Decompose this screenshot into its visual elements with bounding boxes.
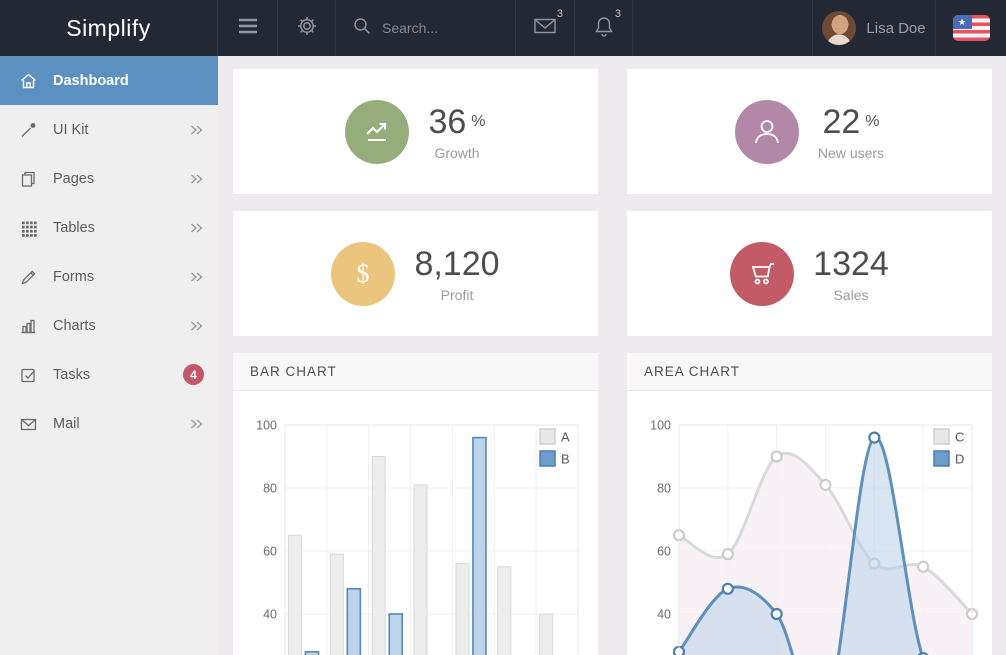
topbar-spacer	[633, 0, 813, 56]
sidebar-item-label: Charts	[53, 317, 96, 334]
flag-star-icon	[952, 15, 972, 29]
notifications-button[interactable]: 3	[575, 0, 633, 56]
home-icon	[19, 72, 39, 90]
area-chart-plot: 40 60 80 100 CD	[650, 419, 979, 655]
sidebar-item-tables[interactable]: Tables	[0, 203, 218, 252]
sidebar-item-label: Pages	[53, 170, 95, 187]
cart-icon-circle	[730, 241, 795, 306]
mail-icon	[533, 16, 557, 41]
svg-text:D: D	[955, 452, 964, 467]
svg-text:60: 60	[657, 545, 671, 559]
trend-up-icon-circle	[345, 99, 410, 164]
search-icon	[352, 16, 372, 41]
stat-value: 8,120	[414, 244, 500, 283]
area-chart-card: AREA CHART 40 60 80 100 C D	[627, 353, 992, 655]
sidebar-item-label: Tables	[53, 219, 95, 236]
svg-text:A: A	[561, 430, 570, 445]
sidebar-item-label: Tasks	[53, 366, 91, 383]
svg-text:C: C	[955, 430, 964, 445]
user-menu[interactable]: Lisa Doe	[813, 0, 936, 56]
stat-label: Growth	[434, 144, 480, 161]
bar-chart-plot: 40 60 80 100 AB	[256, 419, 579, 655]
us-flag-icon	[952, 15, 990, 41]
sidebar-item-label: Forms	[53, 268, 95, 285]
main-content: 36% Growth 22% New users $8,120 Profit 1324 Sal…	[218, 56, 1006, 655]
bar-chart-icon	[19, 317, 39, 335]
stat-card-profit: $8,120 Profit	[233, 211, 598, 336]
svg-text:80: 80	[263, 482, 277, 496]
pages-icon	[19, 170, 39, 188]
gear-icon	[296, 15, 318, 42]
svg-text:80: 80	[657, 482, 671, 496]
sidebar-item-charts[interactable]: Charts	[0, 301, 218, 350]
app-logo: Simplify	[0, 0, 218, 56]
chevron-double-icon	[189, 418, 204, 430]
search-input[interactable]	[382, 20, 500, 36]
sidebar: Dashboard UI Kit Pages Tables Forms Charts Tas…	[0, 56, 218, 655]
bar-chart-title: BAR CHART	[233, 353, 598, 391]
bar-chart-card: BAR CHART 40 60 80 100 A B	[233, 353, 598, 655]
app-logo-text: Simplify	[66, 14, 151, 41]
stat-text: 36% Growth	[428, 103, 485, 161]
stat-value: 1324	[813, 244, 889, 283]
table-icon	[19, 219, 39, 237]
messages-button[interactable]: 3	[516, 0, 575, 56]
sidebar-item-ui-kit[interactable]: UI Kit	[0, 105, 218, 154]
svg-text:B: B	[561, 452, 570, 467]
sidebar-item-label: Dashboard	[53, 72, 129, 89]
tasks-count-badge: 4	[183, 364, 204, 385]
sidebar-item-mail[interactable]: Mail	[0, 399, 218, 448]
notifications-count-badge: 3	[614, 8, 621, 20]
search-box	[336, 0, 516, 56]
hamburger-icon	[237, 17, 259, 40]
bar-chart-body: 40 60 80 100 A B	[233, 391, 598, 655]
stat-value-suffix: %	[471, 112, 486, 130]
chevron-double-icon	[189, 173, 204, 185]
pencil-icon	[19, 268, 39, 286]
svg-text:100: 100	[650, 419, 671, 433]
language-selector[interactable]	[936, 0, 1006, 56]
stat-value: 22	[822, 102, 861, 141]
envelope-icon	[19, 415, 39, 433]
sidebar-item-dashboard[interactable]: Dashboard	[0, 56, 218, 105]
svg-text:40: 40	[657, 608, 671, 622]
stat-label: Profit	[440, 286, 474, 303]
settings-button[interactable]	[278, 0, 336, 56]
dollar-icon-circle: $	[331, 241, 396, 306]
sidebar-item-label: Mail	[53, 415, 80, 432]
area-chart-title: AREA CHART	[627, 353, 992, 391]
bell-icon	[593, 15, 615, 42]
user-name: Lisa Doe	[866, 19, 926, 37]
svg-text:$: $	[357, 259, 370, 288]
area-chart-body: 40 60 80 100 C D	[627, 391, 992, 655]
sidebar-item-forms[interactable]: Forms	[0, 252, 218, 301]
svg-text:100: 100	[256, 419, 277, 433]
stat-text: 1324 Sales	[813, 245, 889, 303]
user-icon-circle	[734, 99, 799, 164]
stat-card-growth: 36% Growth	[233, 69, 598, 194]
sidebar-item-label: UI Kit	[53, 121, 89, 138]
chevron-double-icon	[189, 124, 204, 136]
sidebar-item-pages[interactable]: Pages	[0, 154, 218, 203]
sidebar-toggle-button[interactable]	[218, 0, 278, 56]
chevron-double-icon	[189, 320, 204, 332]
stat-label: Sales	[833, 286, 869, 303]
stat-value-suffix: %	[865, 112, 880, 130]
stat-card-new-users: 22% New users	[627, 69, 992, 194]
svg-text:60: 60	[263, 545, 277, 559]
stat-text: 22% New users	[818, 103, 884, 161]
stat-card-sales: 1324 Sales	[627, 211, 992, 336]
messages-count-badge: 3	[556, 8, 563, 20]
chevron-double-icon	[189, 271, 204, 283]
checkbox-icon	[19, 366, 39, 384]
wand-icon	[19, 121, 39, 139]
stat-value: 36	[428, 102, 467, 141]
stat-text: 8,120 Profit	[414, 245, 499, 303]
user-avatar	[822, 11, 857, 45]
svg-text:40: 40	[263, 608, 277, 622]
chevron-double-icon	[189, 222, 204, 234]
stat-label: New users	[817, 144, 885, 161]
topbar: Simplify 3 3 Lisa Doe	[0, 0, 1006, 56]
sidebar-item-tasks[interactable]: Tasks 4	[0, 350, 218, 399]
